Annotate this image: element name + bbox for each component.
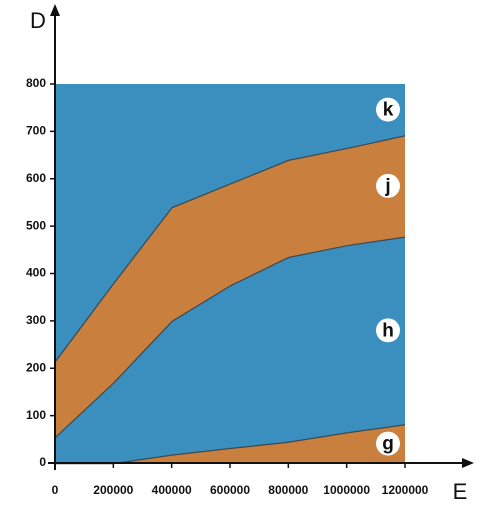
region-label: h — [382, 320, 394, 341]
y-tick-label: 200 — [26, 360, 46, 374]
y-axis-arrow — [50, 4, 60, 16]
y-tick-label: 400 — [26, 266, 46, 280]
region-label-circle — [376, 431, 400, 456]
region-label-circle — [376, 97, 400, 122]
region-label-circle — [376, 173, 400, 198]
x-tick-label: 0 — [52, 483, 59, 497]
x-axis-title: E — [453, 479, 468, 504]
y-tick-label: 500 — [26, 218, 46, 232]
x-tick-label: 1000000 — [323, 483, 370, 497]
x-tick-label: 800000 — [268, 483, 308, 497]
x-axis-arrow — [462, 458, 474, 468]
x-tick-label: 200000 — [93, 483, 133, 497]
y-tick-label: 600 — [26, 171, 46, 185]
y-axis-title: D — [30, 8, 46, 33]
region-label-circle — [376, 318, 400, 343]
x-tick-label: 1200000 — [382, 483, 429, 497]
x-tick-label: 600000 — [210, 483, 250, 497]
y-tick-label: 300 — [26, 313, 46, 327]
y-tick-label: 100 — [26, 408, 46, 422]
region-label: k — [383, 100, 394, 121]
y-tick-label: 700 — [26, 124, 46, 138]
area — [55, 135, 405, 437]
area — [55, 84, 405, 362]
area — [55, 424, 405, 463]
x-tick-label: 400000 — [152, 483, 192, 497]
y-tick-label: 0 — [39, 455, 46, 469]
y-tick-label: 800 — [26, 76, 46, 90]
area — [55, 236, 405, 463]
region-label: j — [384, 176, 390, 197]
region-label: g — [382, 434, 394, 455]
